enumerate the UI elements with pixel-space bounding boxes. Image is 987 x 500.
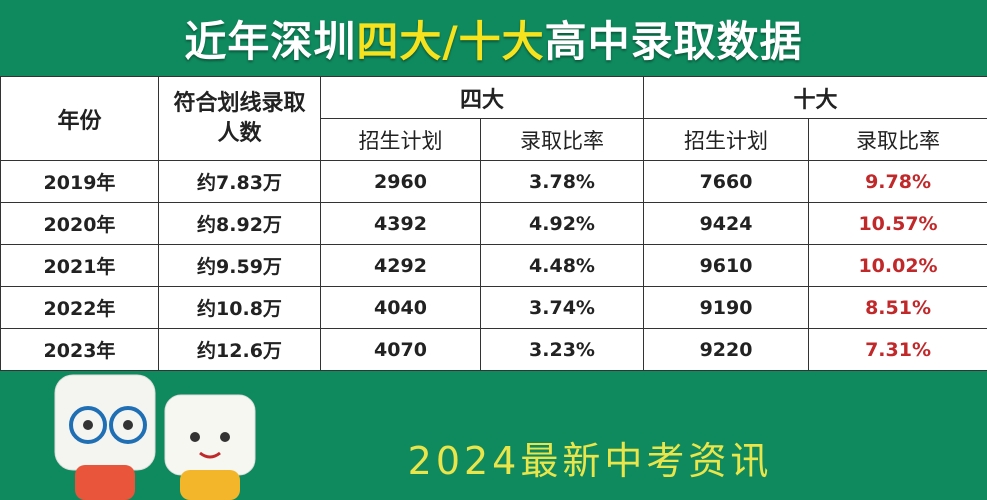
header-text: 符合划线录取人数: [173, 90, 306, 146]
mascot-eye: [83, 420, 93, 430]
data-cell: 4.48%: [479, 244, 645, 287]
data-cell: 2021年: [0, 244, 159, 287]
mascot-eye: [190, 432, 200, 442]
data-cell: 约8.92万: [158, 202, 321, 245]
data-cell: 2019年: [0, 160, 159, 203]
data-cell: 3.74%: [479, 286, 645, 329]
footer-text: 2024最新中考资讯: [407, 439, 773, 483]
data-cell: 9220: [643, 328, 810, 371]
mascot-glasses: [109, 406, 147, 444]
title-part: 高中录取数据: [544, 16, 803, 66]
title-part: 近年深圳: [184, 16, 357, 66]
data-cell: 4.92%: [479, 202, 645, 245]
title-bar: 近年深圳 四大/十大 高中录取数据: [0, 0, 987, 76]
mascot-eye: [123, 420, 133, 430]
data-cell: 7660: [643, 160, 810, 203]
subheader-cell: 录取比率: [479, 118, 645, 161]
table-body: 年份 符合划线录取人数 四大 十大 招生计划 录取比率 招生计划 录取比率 20…: [0, 76, 987, 371]
data-row: 2022年 约10.8万 4040 3.74% 9190 8.51%: [0, 286, 987, 329]
data-row: 2019年 约7.83万 2960 3.78% 7660 9.78%: [0, 160, 987, 203]
data-row: 2020年 约8.92万 4392 4.92% 9424 10.57%: [0, 202, 987, 245]
subheader-cell: 录取比率: [808, 118, 987, 161]
title-highlight: 四大/十大: [356, 16, 545, 66]
data-table: 年份 符合划线录取人数 四大 十大 招生计划 录取比率 招生计划 录取比率 20…: [0, 76, 987, 371]
data-cell: 4040: [320, 286, 481, 329]
data-cell: 约10.8万: [158, 286, 321, 329]
data-row: 2021年 约9.59万 4292 4.48% 9610 10.02%: [0, 244, 987, 287]
mascot-body: [75, 465, 135, 500]
data-cell: 7.31%: [808, 328, 987, 371]
data-cell: 2022年: [0, 286, 159, 329]
data-cell: 3.78%: [479, 160, 645, 203]
data-cell: 9190: [643, 286, 810, 329]
data-cell: 9.78%: [808, 160, 987, 203]
mascot-mouth: [199, 451, 221, 459]
data-cell: 9424: [643, 202, 810, 245]
data-cell: 9610: [643, 244, 810, 287]
mascot-eye: [220, 432, 230, 442]
data-cell: 约7.83万: [158, 160, 321, 203]
data-cell: 10.57%: [808, 202, 987, 245]
data-cell: 10.02%: [808, 244, 987, 287]
data-row: 2023年 约12.6万 4070 3.23% 9220 7.31%: [0, 328, 987, 371]
data-cell: 2960: [320, 160, 481, 203]
data-cell: 4070: [320, 328, 481, 371]
data-cell: 约9.59万: [158, 244, 321, 287]
mascot-glasses: [69, 406, 107, 444]
header-cell: 十大: [643, 76, 987, 119]
header-cell: 符合划线录取人数: [158, 76, 321, 161]
data-cell: 2023年: [0, 328, 159, 371]
header-row: 年份 符合划线录取人数 四大 十大: [0, 76, 987, 161]
data-cell: 8.51%: [808, 286, 987, 329]
subheader-cell: 招生计划: [643, 118, 810, 161]
mascot-body: [180, 470, 240, 500]
mascots: [54, 374, 256, 500]
header-cell: 四大: [319, 76, 645, 119]
data-cell: 约12.6万: [158, 328, 321, 371]
data-cell: 3.23%: [479, 328, 645, 371]
mascot-head: [164, 394, 256, 476]
subheader-cell: 招生计划: [320, 118, 481, 161]
data-cell: 2020年: [0, 202, 159, 245]
header-cell: 年份: [0, 76, 159, 161]
data-cell: 4292: [320, 244, 481, 287]
data-cell: 4392: [320, 202, 481, 245]
